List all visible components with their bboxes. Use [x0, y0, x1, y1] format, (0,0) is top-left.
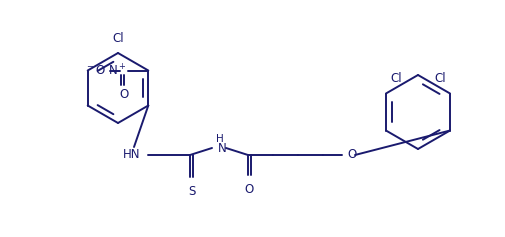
Text: O: O [120, 88, 129, 101]
Text: $^-$O: $^-$O [85, 64, 106, 77]
Text: N$^+$: N$^+$ [108, 63, 126, 78]
Text: HN: HN [122, 149, 140, 161]
Text: Cl: Cl [112, 32, 124, 45]
Text: O: O [244, 183, 254, 196]
Text: Cl: Cl [389, 73, 401, 86]
Text: H: H [216, 134, 223, 144]
Text: N: N [218, 142, 226, 155]
Text: Cl: Cl [434, 73, 445, 86]
Text: O: O [346, 149, 356, 161]
Text: S: S [187, 185, 195, 198]
